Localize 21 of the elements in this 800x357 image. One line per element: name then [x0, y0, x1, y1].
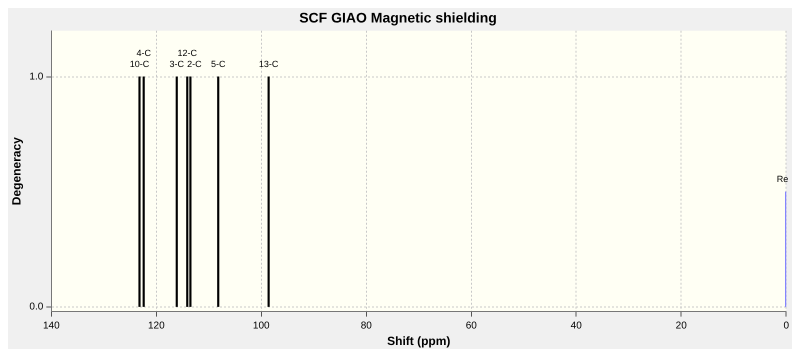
annotation: 5-C	[210, 58, 226, 69]
x-tick-label: 60	[466, 320, 478, 332]
x-tick-label: 40	[570, 320, 582, 332]
annotation: 3-C	[170, 58, 185, 69]
annotation: 4-C	[136, 48, 152, 58]
y-tick-label: 1.0	[29, 72, 44, 83]
annotation: 13-C	[258, 58, 279, 69]
chart-title: SCF GIAO Magnetic shielding	[299, 9, 497, 26]
x-tick-label: 0	[783, 320, 790, 332]
x-tick-label: 120	[148, 320, 166, 332]
x-tick-label: 20	[676, 320, 688, 332]
y-tick-label: 0.0	[29, 302, 44, 313]
x-tick-label: 100	[252, 320, 270, 332]
annotation: 10-C	[130, 58, 150, 69]
x-tick-label: 80	[360, 320, 372, 332]
x-axis-title: Shift (ppm)	[387, 334, 450, 348]
annotation: 2-C	[187, 58, 202, 69]
annotation: 12-C	[178, 48, 198, 58]
x-tick-label: 140	[42, 320, 60, 332]
annotation: Re	[776, 174, 788, 184]
y-axis-title: Degeneracy	[10, 136, 24, 206]
